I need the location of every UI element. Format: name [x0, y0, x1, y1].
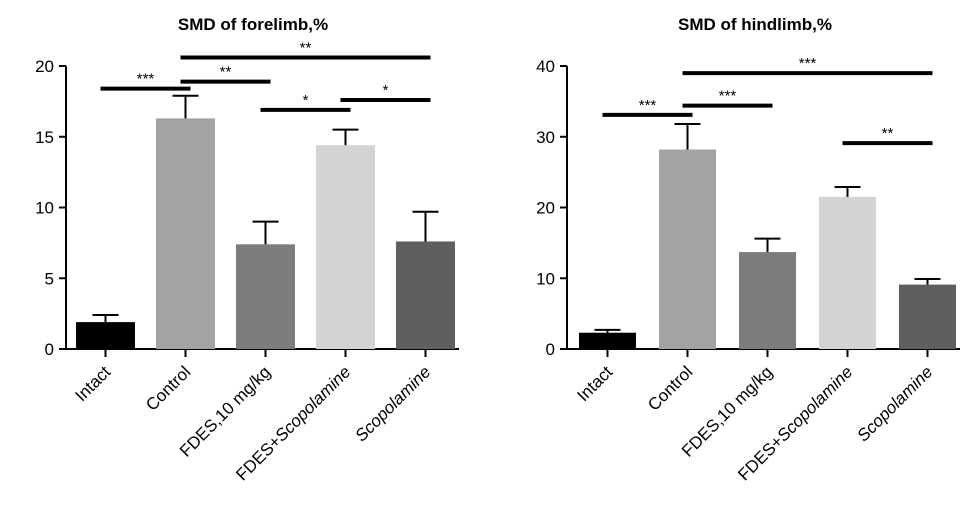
significance-label: *** — [719, 88, 737, 105]
chart-title: SMD of forelimb,% — [178, 15, 328, 34]
bar — [236, 244, 295, 349]
significance-label: ** — [882, 125, 894, 142]
y-tick-label: 15 — [35, 128, 54, 147]
significance-label: *** — [137, 71, 155, 88]
x-tick-label: Intact — [71, 362, 114, 405]
chart-title: SMD of hindlimb,% — [678, 15, 832, 34]
x-tick-label: Intact — [573, 362, 616, 405]
y-tick-label: 30 — [536, 128, 555, 147]
bar — [659, 149, 716, 349]
x-tick-label: Scopolamine — [853, 362, 936, 445]
x-tick-label: Scopolamine — [351, 362, 434, 445]
y-tick-label: 10 — [536, 269, 555, 288]
bar — [819, 196, 876, 349]
y-tick-label: 20 — [536, 199, 555, 218]
y-tick-label: 0 — [546, 340, 555, 359]
significance-label: ** — [300, 40, 312, 57]
y-tick-label: 40 — [536, 57, 555, 76]
bar — [739, 252, 796, 349]
significance-label: *** — [639, 97, 657, 114]
significance-label: *** — [799, 55, 817, 72]
bar — [156, 118, 215, 349]
y-tick-label: 0 — [45, 340, 54, 359]
y-tick-label: 5 — [45, 269, 54, 288]
bar — [396, 241, 455, 349]
x-tick-label: Control — [644, 362, 696, 414]
bar — [316, 145, 375, 349]
significance-label: * — [383, 82, 389, 99]
y-tick-label: 10 — [35, 199, 54, 218]
significance-label: ** — [220, 64, 232, 81]
bar — [579, 332, 636, 349]
bar — [899, 284, 956, 349]
x-tick-label: Control — [142, 362, 194, 414]
significance-label: * — [303, 92, 309, 109]
y-tick-label: 20 — [35, 57, 54, 76]
bar — [76, 322, 135, 349]
